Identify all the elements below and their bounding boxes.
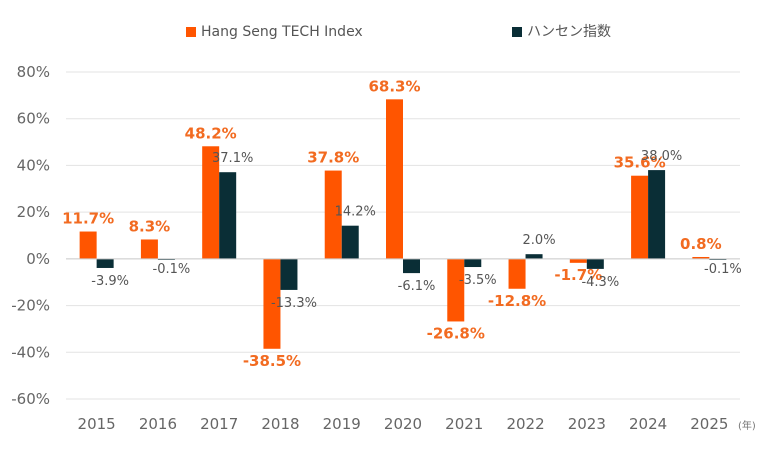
data-label-hang-seng-index-2024: 38.0% (641, 149, 682, 164)
y-axis: 80% 60% 40% 20% 0% -20% -40% -60% (11, 63, 50, 408)
data-label-hang-seng-tech-2017: 48.2% (185, 124, 237, 142)
data-label-hang-seng-index-2020: -6.1% (398, 279, 436, 294)
legend-label-hang-seng-index: ハンセン指数 (527, 24, 611, 40)
bar-hang-seng-index-2024 (648, 170, 666, 259)
bar-hang-seng-index-2023 (586, 258, 604, 269)
data-label-hang-seng-index-2015: -3.9% (91, 274, 129, 289)
bar-hang-seng-tech-2015 (79, 231, 97, 259)
data-label-hang-seng-index-2023: -4.3% (581, 275, 619, 290)
bar-hang-seng-index-2020 (403, 258, 420, 274)
data-label-hang-seng-tech-2020: 68.3% (368, 77, 420, 95)
y-tick-label: 60% (17, 110, 50, 128)
data-label-hang-seng-tech-2019: 37.8% (307, 149, 359, 167)
legend: Hang Seng TECH Index ハンセン指数 (186, 24, 611, 40)
x-tick-label: 2015 (78, 415, 116, 433)
bars (79, 99, 727, 349)
bar-hang-seng-tech-2018 (263, 258, 281, 349)
legend-swatch-hang-seng-index (512, 27, 522, 37)
bar-hang-seng-tech-2024 (631, 175, 649, 259)
x-axis: 2015 2016 2017 2018 2019 2020 2021 2022 2023 2024… (78, 415, 729, 433)
data-label-hang-seng-index-2018: -13.3% (271, 296, 317, 311)
x-tick-label: 2025 (690, 415, 728, 433)
bar-hang-seng-tech-2021 (447, 258, 465, 322)
bar-hang-seng-tech-2019 (324, 170, 342, 259)
x-tick-label: 2021 (445, 415, 483, 433)
data-label-hang-seng-index-2017: 37.1% (212, 151, 253, 166)
data-label-hang-seng-index-2021: -3.5% (459, 273, 497, 288)
data-label-hang-seng-tech-2018: -38.5% (243, 352, 301, 370)
data-label-hang-seng-index-2019: 14.2% (335, 205, 376, 220)
data-label-hang-seng-tech-2025: 0.8% (680, 235, 722, 253)
x-tick-label: 2017 (200, 415, 238, 433)
x-tick-label: 2020 (384, 415, 422, 433)
data-label-hang-seng-index-2022: 2.0% (523, 233, 556, 248)
data-labels: 11.7% 8.3% 48.2% -38.5% 37.8% 68.3% -26.8%-12.… (62, 77, 742, 369)
bar-hang-seng-tech-2025 (692, 256, 710, 259)
y-tick-label: 0% (26, 250, 50, 268)
y-tick-label: 20% (17, 203, 50, 221)
x-tick-label: 2019 (323, 415, 361, 433)
x-tick-label: 2022 (506, 415, 544, 433)
data-label-hang-seng-tech-2021: -26.8% (427, 324, 485, 342)
y-tick-label: -20% (11, 297, 50, 315)
bar-hang-seng-tech-2023 (569, 258, 587, 263)
bar-hang-seng-index-2018 (280, 258, 298, 290)
bar-hang-seng-index-2021 (464, 258, 482, 268)
bar-hang-seng-index-2019 (341, 225, 359, 259)
y-tick-label: -60% (11, 390, 50, 408)
x-tick-label: 2023 (568, 415, 606, 433)
bar-hang-seng-index-2015 (96, 258, 114, 268)
data-label-hang-seng-tech-2023: -1.7% (554, 266, 602, 284)
x-tick-label: 2016 (139, 415, 177, 433)
x-tick-label: 2024 (629, 415, 667, 433)
bar-hang-seng-tech-2022 (508, 258, 526, 289)
y-tick-label: 40% (17, 156, 50, 174)
bar-hang-seng-tech-2020 (386, 99, 403, 259)
data-label-hang-seng-tech-2015: 11.7% (62, 210, 114, 228)
data-label-hang-seng-index-2025: -0.1% (704, 262, 742, 277)
bar-hang-seng-tech-2016 (140, 239, 158, 259)
bar-hang-seng-tech-2017 (202, 146, 220, 259)
x-axis-unit: (年) (738, 419, 756, 432)
x-tick-label: 2018 (261, 415, 299, 433)
bar-hang-seng-index-2017 (219, 172, 237, 259)
legend-swatch-hang-seng-tech (186, 27, 196, 37)
data-label-hang-seng-tech-2024: 35.6% (614, 154, 666, 172)
data-label-hang-seng-tech-2016: 8.3% (129, 217, 171, 235)
data-label-hang-seng-index-2016: -0.1% (153, 262, 191, 277)
y-tick-label: 80% (17, 63, 50, 81)
data-label-hang-seng-tech-2022: -12.8% (488, 292, 546, 310)
legend-label-hang-seng-tech: Hang Seng TECH Index (201, 24, 363, 40)
bar-hang-seng-index-2022 (525, 254, 543, 259)
y-tick-label: -40% (11, 343, 50, 361)
